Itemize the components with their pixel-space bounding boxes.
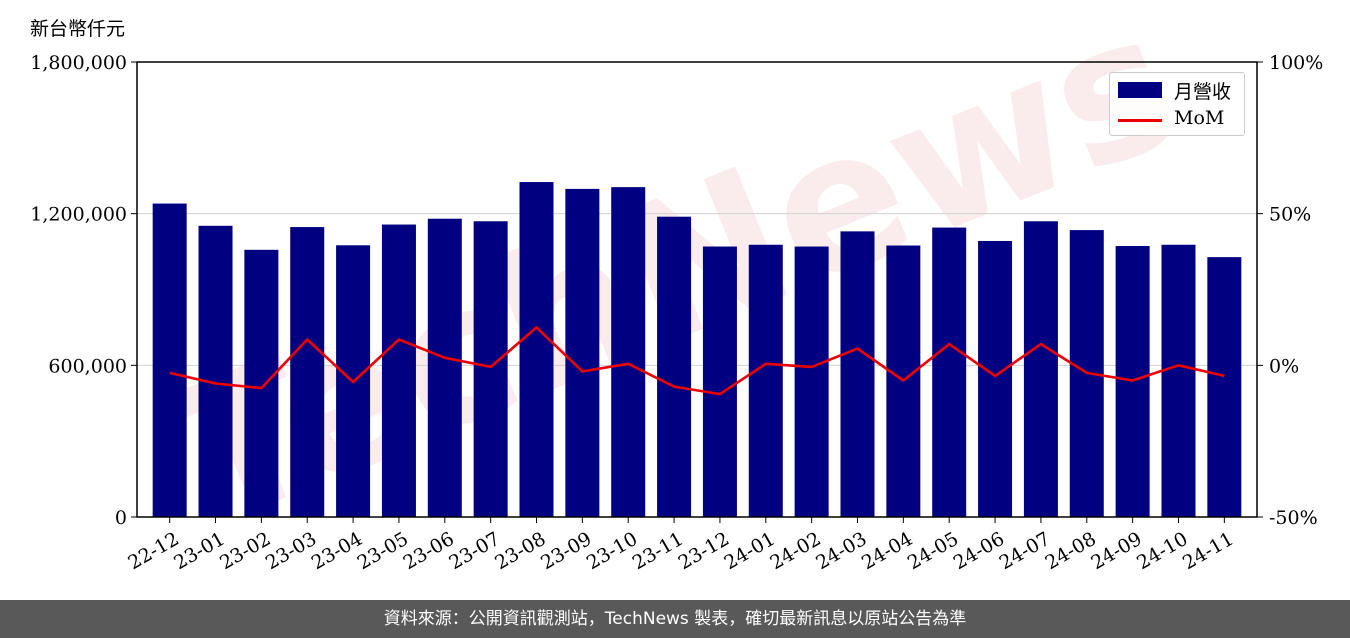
legend-swatch-line	[1118, 118, 1162, 122]
bar-23-10	[611, 187, 646, 517]
legend-item-mom	[1118, 108, 1162, 132]
bar-23-01	[198, 225, 233, 518]
y-right-tick-label-0: -50%	[1269, 507, 1318, 529]
bar-24-05	[932, 227, 967, 517]
x-tick-label-23-08: 23-08	[491, 528, 549, 574]
plot-frame	[136, 61, 1258, 518]
bar-22-12	[152, 203, 187, 518]
x-tick-label-23-04: 23-04	[308, 528, 366, 574]
y-left-tick-label-3: 1,800,000	[30, 52, 127, 74]
y-right-tick-label-3: 100%	[1269, 52, 1323, 74]
bar-24-03	[840, 231, 875, 517]
bar-23-06	[427, 218, 462, 517]
x-tick-label-24-07: 24-07	[996, 528, 1054, 574]
bar-23-12	[702, 246, 737, 517]
x-tick-label-23-10: 23-10	[583, 528, 641, 574]
bar-series	[152, 182, 1242, 518]
source-footer: 資料來源：公開資訊觀測站，TechNews 製表，確切最新訊息以原站公告為準	[0, 600, 1350, 638]
x-tick-label-22-12: 22-12	[124, 528, 182, 574]
bar-24-11	[1207, 257, 1242, 517]
x-tick-label-23-11: 23-11	[629, 528, 687, 574]
x-tick-label-23-09: 23-09	[537, 528, 595, 574]
legend-label-mom: MoM	[1174, 107, 1225, 129]
x-tick-label-23-05: 23-05	[354, 528, 412, 574]
x-tick-label-23-12: 23-12	[675, 528, 733, 574]
bar-23-07	[473, 221, 508, 517]
x-tick-label-24-09: 24-09	[1087, 528, 1145, 574]
x-tick-label-24-05: 24-05	[904, 528, 962, 574]
y-axis-unit-label: 新台幣仟元	[30, 18, 126, 40]
legend-label-revenue: 月營收	[1174, 81, 1232, 103]
bar-23-02	[244, 249, 279, 517]
legend-swatch-bar	[1118, 82, 1162, 98]
plot-border	[136, 61, 1258, 518]
x-tick-label-24-11: 24-11	[1179, 528, 1237, 574]
x-tick-label-24-10: 24-10	[1133, 528, 1191, 574]
y-left-tick-label-1: 600,000	[48, 355, 127, 377]
bar-24-01	[748, 244, 783, 517]
x-tick-label-23-07: 23-07	[445, 528, 503, 574]
bar-24-07	[1023, 221, 1058, 517]
mom-line-series	[169, 326, 1225, 396]
bar-24-06	[978, 240, 1013, 517]
legend-item-revenue	[1118, 78, 1162, 102]
y-right-tick-label-2: 50%	[1269, 204, 1311, 226]
bar-24-02	[794, 246, 829, 517]
chart-canvas: TechNews 0600,0001,200,0001,800,000-50%0…	[30, 0, 1323, 574]
y-right-tick-label-1: 0%	[1269, 355, 1299, 377]
bar-23-03	[290, 227, 325, 517]
x-tick-label-24-03: 24-03	[812, 528, 870, 574]
y-left-tick-label-0: 0	[115, 507, 127, 529]
y-left-tick-label-2: 1,200,000	[30, 204, 127, 226]
x-tick-label-24-04: 24-04	[858, 528, 916, 574]
x-tick-label-23-06: 23-06	[400, 528, 458, 574]
bar-23-08	[519, 182, 554, 517]
bar-23-11	[657, 216, 692, 517]
mom-line	[169, 326, 1225, 396]
x-tick-label-24-02: 24-02	[766, 528, 824, 574]
x-tick-label-24-01: 24-01	[720, 528, 778, 574]
bar-23-05	[381, 224, 416, 517]
bar-24-10	[1161, 244, 1196, 517]
legend: 月營收 MoM	[1109, 72, 1245, 136]
bar-23-09	[565, 188, 600, 517]
chart: 新台幣仟元 TechNews 0600,0001,200,0001,800,00…	[30, 0, 1323, 574]
x-tick-label-24-08: 24-08	[1041, 528, 1099, 574]
x-tick-label-23-01: 23-01	[170, 528, 228, 574]
x-tick-label-24-06: 24-06	[950, 528, 1008, 574]
